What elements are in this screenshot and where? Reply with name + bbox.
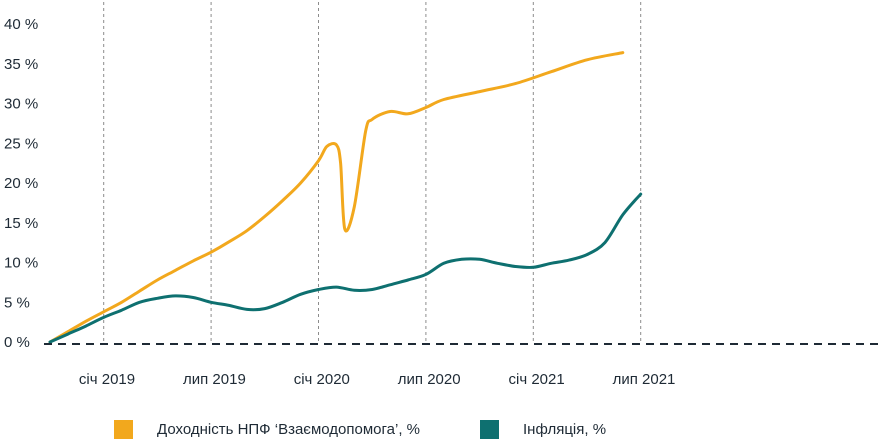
x-tick-label: січ 2019 — [79, 371, 135, 388]
x-tick-label: лип 2020 — [398, 371, 461, 388]
y-axis-tick-labels: 0 % 5 % 10 % 15 % 20 % 25 % 30 % 35 % 40 % — [4, 16, 38, 351]
legend-item: Доходність НПФ ‘Взаємодопомога’, % — [114, 420, 420, 439]
x-axis-tick-labels: січ 2019 лип 2019 січ 2020 лип 2020 січ 2021… — [79, 371, 675, 388]
legend-item: Інфляція, % — [480, 420, 606, 439]
inflation-line — [48, 192, 643, 344]
y-tick-label: 25 % — [4, 135, 38, 152]
legend-label: Інфляція, % — [523, 421, 607, 438]
y-tick-label: 20 % — [4, 175, 38, 192]
fund-yield-line — [48, 51, 625, 344]
x-tick-label: січ 2021 — [509, 371, 565, 388]
y-tick-label: 10 % — [4, 255, 38, 272]
series-lines — [48, 51, 643, 344]
y-tick-label: 30 % — [4, 96, 38, 113]
x-tick-label: січ 2020 — [294, 371, 350, 388]
vertical-gridlines — [103, 2, 642, 342]
x-tick-label: лип 2021 — [613, 371, 676, 388]
y-tick-label: 35 % — [4, 56, 38, 73]
y-tick-label: 0 % — [4, 334, 30, 351]
y-tick-label: 40 % — [4, 16, 38, 33]
legend-swatch — [114, 420, 133, 439]
x-tick-label: лип 2019 — [183, 371, 246, 388]
legend-label: Доходність НПФ ‘Взаємодопомога’, % — [157, 421, 420, 438]
legend: Доходність НПФ ‘Взаємодопомога’, % Інфляц… — [0, 420, 886, 442]
y-tick-label: 5 % — [4, 294, 30, 311]
y-tick-label: 15 % — [4, 215, 38, 232]
legend-swatch — [480, 420, 499, 439]
